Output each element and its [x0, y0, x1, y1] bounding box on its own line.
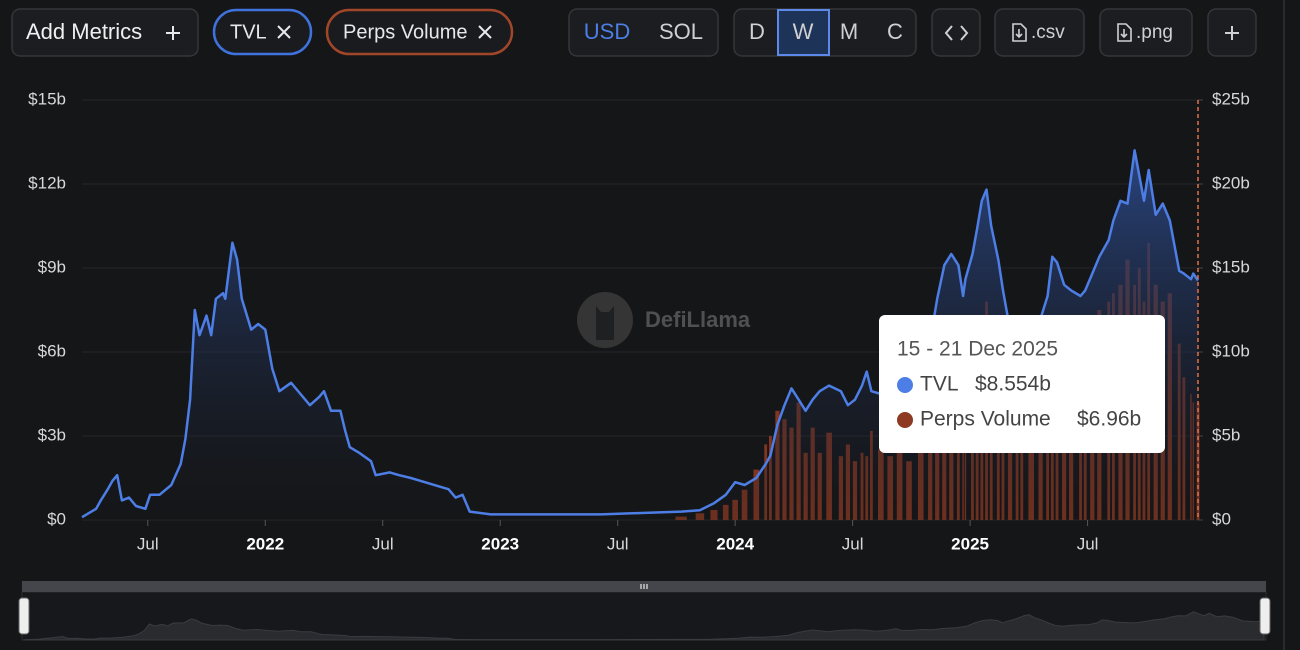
button-bg	[11, 8, 199, 57]
scroll-grip	[640, 584, 648, 589]
currency-group	[568, 8, 719, 57]
tooltip-title: 15 - 21 Dec 2025	[897, 338, 1058, 361]
tooltip-marker	[897, 377, 913, 393]
chip-bg	[325, 8, 514, 56]
button-bg	[1099, 8, 1193, 57]
chip-label: TVL	[230, 21, 267, 43]
tooltip-label: TVL	[920, 373, 959, 396]
tooltip-value: $8.554b	[975, 373, 1051, 396]
y-tick-label: $6b	[38, 341, 66, 360]
x-tick-label: 2022	[246, 534, 284, 553]
y2-tick-label: $10b	[1212, 341, 1250, 360]
file-icon	[1117, 23, 1132, 42]
interval-option[interactable]: C	[887, 19, 903, 44]
watermark: DefiLlama	[577, 292, 751, 348]
interval-active-bg	[777, 9, 830, 56]
navigator-area	[23, 611, 1265, 641]
embed-button[interactable]	[931, 8, 981, 57]
x-tick-label: Jul	[137, 534, 159, 553]
interval-option[interactable]: D	[749, 19, 765, 44]
currency-option[interactable]: USD	[584, 19, 630, 44]
y-tick-label: $9b	[38, 257, 66, 276]
x-tick-label: 2024	[716, 534, 754, 553]
x-tick-label: Jul	[372, 534, 394, 553]
y2-tick-label: $0	[1212, 509, 1231, 528]
y2-tick-label: $20b	[1212, 173, 1250, 192]
file-icon	[1012, 23, 1027, 42]
button-bg	[994, 8, 1085, 57]
watermark-text: DefiLlama	[645, 307, 751, 332]
line	[81, 149, 1200, 519]
metric-chip[interactable]: TVL	[212, 8, 313, 56]
x-tick-label: 2023	[481, 534, 519, 553]
chip-label: Perps Volume	[343, 21, 468, 43]
tooltip-bg	[879, 315, 1165, 453]
chip-bg	[212, 8, 313, 56]
download-label: .csv	[1031, 22, 1065, 43]
x-tick-label: Jul	[1077, 534, 1099, 553]
tooltip-marker	[897, 412, 913, 428]
navigator[interactable]	[18, 581, 1271, 641]
download-label: .png	[1136, 22, 1173, 43]
tooltip-value: $6.96b	[1077, 408, 1141, 431]
x-tick-label: Jul	[842, 534, 864, 553]
y-tick-label: $15b	[28, 89, 66, 108]
x-tick-label: 2025	[951, 534, 989, 553]
add-button[interactable]	[1207, 8, 1257, 57]
navigator-handle[interactable]	[18, 597, 30, 635]
y2-tick-label: $25b	[1212, 89, 1250, 108]
download-button[interactable]: .png	[1099, 8, 1193, 57]
code-icon	[944, 25, 969, 41]
button-bg	[931, 8, 981, 57]
y-tick-label: $12b	[28, 173, 66, 192]
y2-tick-label: $15b	[1212, 257, 1250, 276]
close-icon[interactable]	[478, 25, 492, 39]
interval-option[interactable]: M	[840, 19, 858, 44]
button-label: Add Metrics	[26, 19, 142, 44]
download-button[interactable]: .csv	[994, 8, 1085, 57]
tooltip-label: Perps Volume	[920, 408, 1051, 431]
interval-option[interactable]: W	[793, 19, 814, 44]
add-metrics-button[interactable]: Add Metrics	[11, 8, 199, 57]
y-tick-label: $3b	[38, 425, 66, 444]
plus-icon	[1225, 26, 1239, 40]
y2-tick-label: $5b	[1212, 425, 1240, 444]
x-tick-label: Jul	[607, 534, 629, 553]
navigator-handle[interactable]	[1259, 597, 1271, 635]
close-icon[interactable]	[277, 25, 291, 39]
tooltip: 15 - 21 Dec 2025 TVL $8.554b Perps Volum…	[879, 315, 1165, 453]
plus-icon	[166, 26, 180, 40]
currency-option[interactable]: SOL	[659, 19, 703, 44]
watermark-logo-shape	[596, 306, 614, 340]
y-tick-label: $0	[47, 509, 66, 528]
metric-chip[interactable]: Perps Volume	[325, 8, 514, 56]
